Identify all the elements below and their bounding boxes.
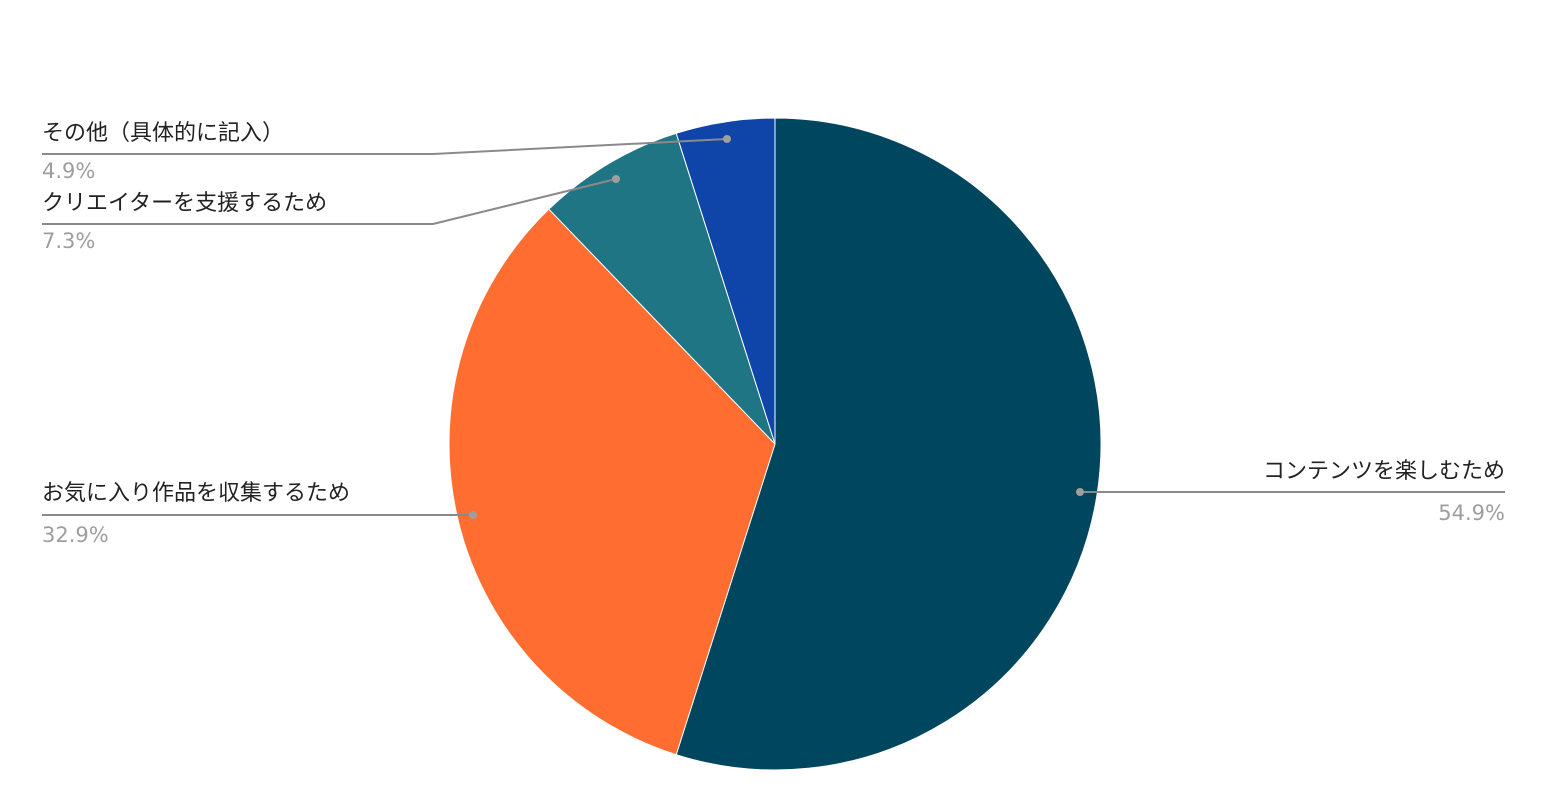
value-label: 54.9% (1438, 501, 1505, 525)
value-label: 4.9% (42, 159, 95, 183)
leader-dot (469, 511, 477, 519)
leader-dot (1076, 488, 1084, 496)
pie-slice (675, 117, 776, 445)
value-label: 32.9% (42, 523, 109, 547)
leader-dot (723, 135, 731, 143)
category-label: その他（具体的に記入） (42, 121, 284, 146)
category-label: お気に入り作品を収集するため (42, 481, 350, 506)
leader-line (42, 178, 617, 225)
category-label: クリエイターを支援するため (42, 191, 327, 216)
pie-slice (548, 132, 776, 445)
value-label: 7.3% (42, 229, 95, 253)
pie-slice (448, 208, 776, 756)
leader-dot (612, 175, 620, 183)
pie-slice (675, 117, 1102, 771)
category-label: コンテンツを楽しむため (1263, 459, 1505, 484)
leader-line (42, 138, 728, 155)
